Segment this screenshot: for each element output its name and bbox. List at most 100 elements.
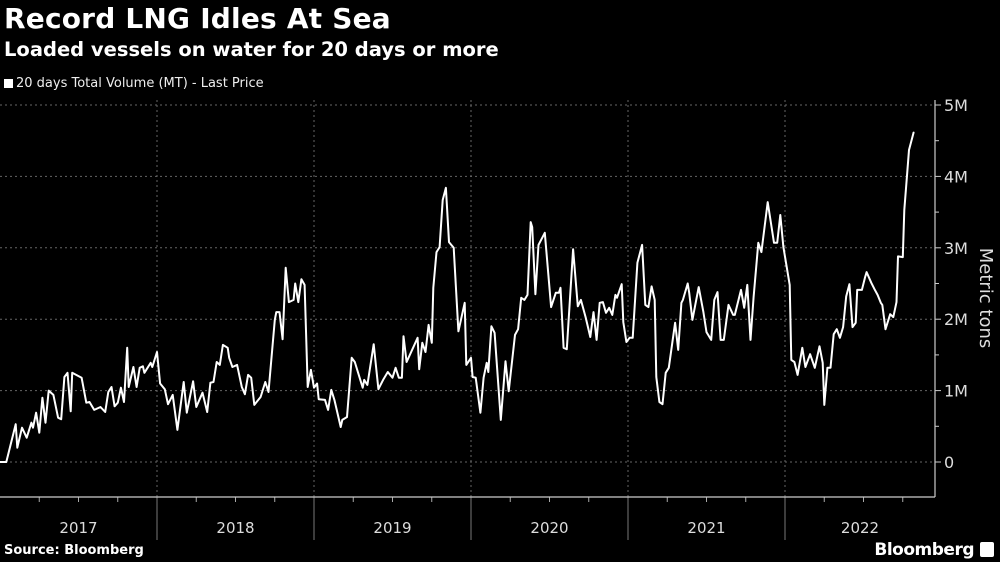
data-point [398,377,400,379]
data-point [362,387,364,389]
data-point [377,388,379,390]
data-point [470,357,472,359]
data-point [749,339,752,341]
data-point [801,347,803,349]
data-point [534,293,536,295]
y-tick-label: 2M [944,310,968,329]
data-point [142,365,144,367]
data-point [282,338,284,340]
data-point [341,419,343,421]
data-point [773,242,775,244]
data-point [520,297,522,299]
data-point [713,299,715,301]
data-point [881,304,883,306]
data-point [864,276,866,278]
data-point [826,367,828,369]
data-point [851,326,854,328]
data-point [822,362,824,364]
data-point [139,367,141,369]
y-tick-label: 3M [944,239,968,258]
data-point [26,437,28,439]
data-point [212,381,215,383]
data-point [550,306,552,308]
data-point [866,271,868,273]
data-point [855,322,857,324]
data-point [406,361,408,363]
data-point [206,411,208,413]
data-point [572,248,574,250]
data-point [668,367,670,369]
data-point [285,267,287,269]
y-tick-label: 0 [944,453,954,472]
data-point [493,332,496,334]
data-point [159,382,161,385]
data-point [228,357,230,359]
data-point [836,328,838,330]
data-point [176,429,179,431]
data-point [475,377,477,379]
data-point [848,283,850,285]
data-point [209,382,211,384]
data-point [85,402,87,404]
data-point [889,313,891,315]
data-point [779,214,781,216]
data-point [500,419,502,421]
data-point [682,299,684,301]
data-point [143,372,146,374]
data-point [60,418,62,420]
data-point [81,377,83,379]
series-line [0,131,915,463]
x-tick-label: 2019 [373,519,411,537]
data-point [63,376,65,378]
data-point [892,316,894,318]
data-point [490,325,493,327]
data-point [913,131,915,133]
data-point [727,304,730,306]
data-point [216,361,218,363]
data-point [0,461,1,463]
data-point [504,360,507,362]
data-point [720,339,722,341]
data-point [804,366,807,368]
data-point [845,295,847,297]
data-point [902,256,904,258]
legend: 20 days Total Volume (MT) - Last Price [4,76,264,91]
data-point [842,326,844,328]
data-point [88,401,91,403]
data-point [288,301,290,303]
data-point [622,321,624,323]
data-point [307,386,309,388]
data-point [428,324,430,326]
data-point [253,404,255,406]
data-point [324,399,326,401]
data-point [44,422,47,424]
data-point [421,342,423,344]
data-point [431,342,433,344]
data-point [402,335,405,337]
data-point [167,403,169,405]
data-point [465,364,467,366]
data-point [716,291,719,293]
data-point [453,247,455,249]
data-point [658,401,661,403]
data-point [782,246,785,248]
data-point [767,201,769,203]
data-point [599,302,601,304]
data-point [814,367,816,369]
data-point [172,394,174,396]
chart-title: Record LNG Idles At Sea [4,2,391,35]
data-point [48,390,50,392]
data-point [790,359,792,361]
y-tick-label: 1M [944,382,968,401]
data-point [150,362,152,364]
data-point [110,386,113,388]
data-point [93,409,95,411]
data-point [655,376,657,378]
data-point [387,371,389,373]
data-point [641,244,643,246]
data-point [677,349,679,351]
data-point [734,314,736,316]
data-point [346,416,348,418]
data-point [705,331,708,333]
